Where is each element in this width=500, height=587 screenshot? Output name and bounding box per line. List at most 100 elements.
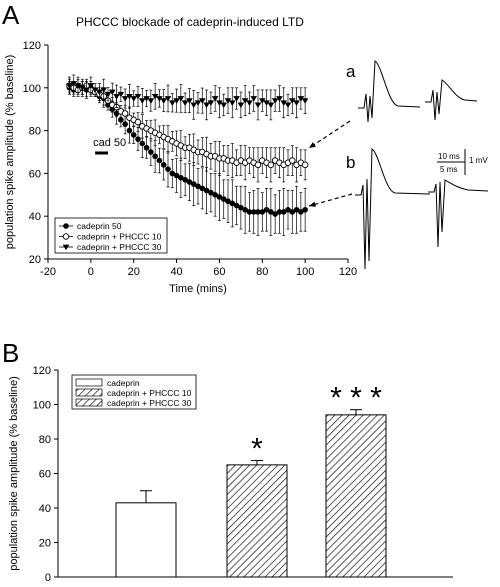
data-point (250, 96, 258, 102)
data-point (160, 162, 167, 168)
data-point (143, 144, 150, 151)
y-tick-label-b: 60 (39, 469, 51, 481)
x-tick-label-a: -20 (40, 266, 56, 278)
legend-swatch (75, 388, 103, 397)
data-point (258, 98, 266, 104)
data-point (203, 102, 210, 109)
panel-label-a: A (2, 0, 20, 30)
chart-a-insets: a b 10 ms 5 ms 1 mV (308, 60, 488, 270)
data-point (156, 96, 163, 102)
legend-entry: cadeprin + PHCCC 10 (77, 232, 162, 242)
scale-label: 1 mV (469, 156, 488, 165)
data-point (224, 98, 232, 104)
data-point (297, 96, 305, 102)
data-point (164, 96, 172, 102)
data-point (228, 100, 236, 106)
data-point (182, 177, 188, 183)
data-point (126, 127, 133, 134)
y-tick-label-a: 60 (29, 168, 41, 180)
scale-label: 10 ms (438, 152, 460, 161)
data-point (301, 161, 309, 169)
arrow-a (308, 120, 351, 149)
bar-3 (325, 414, 387, 578)
data-point (100, 87, 108, 94)
legend-box-a (54, 217, 168, 254)
arrow-b-head (309, 201, 316, 207)
arrow-a-head (309, 142, 316, 148)
data-point (190, 102, 198, 109)
data-point (130, 132, 137, 138)
data-point (118, 117, 124, 123)
y-axis-label-a: population spike amplitude (% baseline) (4, 55, 16, 249)
data-point (207, 100, 215, 106)
bar-1 (115, 502, 177, 578)
arrow-b (308, 193, 353, 207)
y-tick-label-a: 120 (23, 40, 41, 52)
data-point (288, 98, 296, 104)
chart-b: 0 20 40 60 80 100 120 population spike amplitud… (8, 365, 453, 584)
series-2 (66, 78, 309, 183)
y-tick-label-a: 40 (29, 211, 41, 223)
data-point (208, 189, 214, 196)
data-point (74, 83, 82, 89)
data-point (272, 211, 278, 217)
data-point (259, 209, 266, 215)
data-point (276, 96, 283, 102)
data-point (186, 98, 193, 104)
data-point (148, 149, 154, 155)
data-point (91, 87, 99, 94)
data-point (229, 200, 236, 207)
data-point (152, 153, 158, 160)
y-axis-label-b: population spike amplitude (% baseline) (8, 376, 20, 570)
chart-a-title: PHCCC blockade of cadeprin-induced LTD (76, 15, 304, 29)
data-point (233, 96, 240, 102)
significance-marker: * * * (330, 382, 382, 415)
y-tick-label-a: 100 (23, 83, 41, 95)
data-point (271, 98, 279, 104)
data-point (113, 93, 120, 100)
x-tick-label-a: 100 (296, 266, 314, 278)
data-point (263, 100, 270, 106)
data-point (96, 89, 103, 96)
data-point (87, 83, 95, 89)
data-point (211, 96, 219, 102)
inset-label-b: b (346, 153, 355, 172)
y-tick-label-a: 20 (29, 254, 41, 266)
data-point (147, 98, 155, 104)
data-point (242, 206, 248, 213)
data-point (83, 87, 90, 94)
data-point (246, 209, 253, 215)
data-point (177, 96, 185, 102)
data-point (216, 194, 223, 200)
data-point (301, 98, 309, 104)
data-point (139, 140, 146, 147)
scale-label: 5 ms (440, 165, 457, 174)
legend-swatch (75, 398, 103, 407)
data-point (203, 187, 210, 194)
data-point (126, 93, 133, 100)
x-tick-label-a: 20 (128, 266, 140, 278)
data-point (302, 206, 308, 213)
data-point (70, 81, 78, 87)
significance-marker: * (251, 433, 263, 466)
data-point (267, 102, 275, 109)
data-point (250, 209, 257, 215)
chart-a: 20 40 60 80 100 120 -20 0 20 40 60 80 100 120 Time (mi… (4, 40, 357, 295)
data-point (298, 209, 304, 215)
data-point (173, 172, 180, 179)
data-point (156, 157, 163, 164)
data-point (246, 100, 253, 106)
data-point (254, 102, 262, 109)
data-point (254, 161, 262, 169)
data-point (178, 174, 184, 181)
data-point (138, 98, 146, 104)
legend-swatch (75, 378, 103, 387)
y-tick-label-b: 0 (45, 572, 51, 584)
data-point (78, 85, 86, 91)
data-point (263, 206, 270, 213)
x-tick-label-a: 120 (339, 266, 357, 278)
data-point (285, 206, 291, 213)
series-3 (66, 74, 309, 121)
data-point (181, 100, 189, 106)
